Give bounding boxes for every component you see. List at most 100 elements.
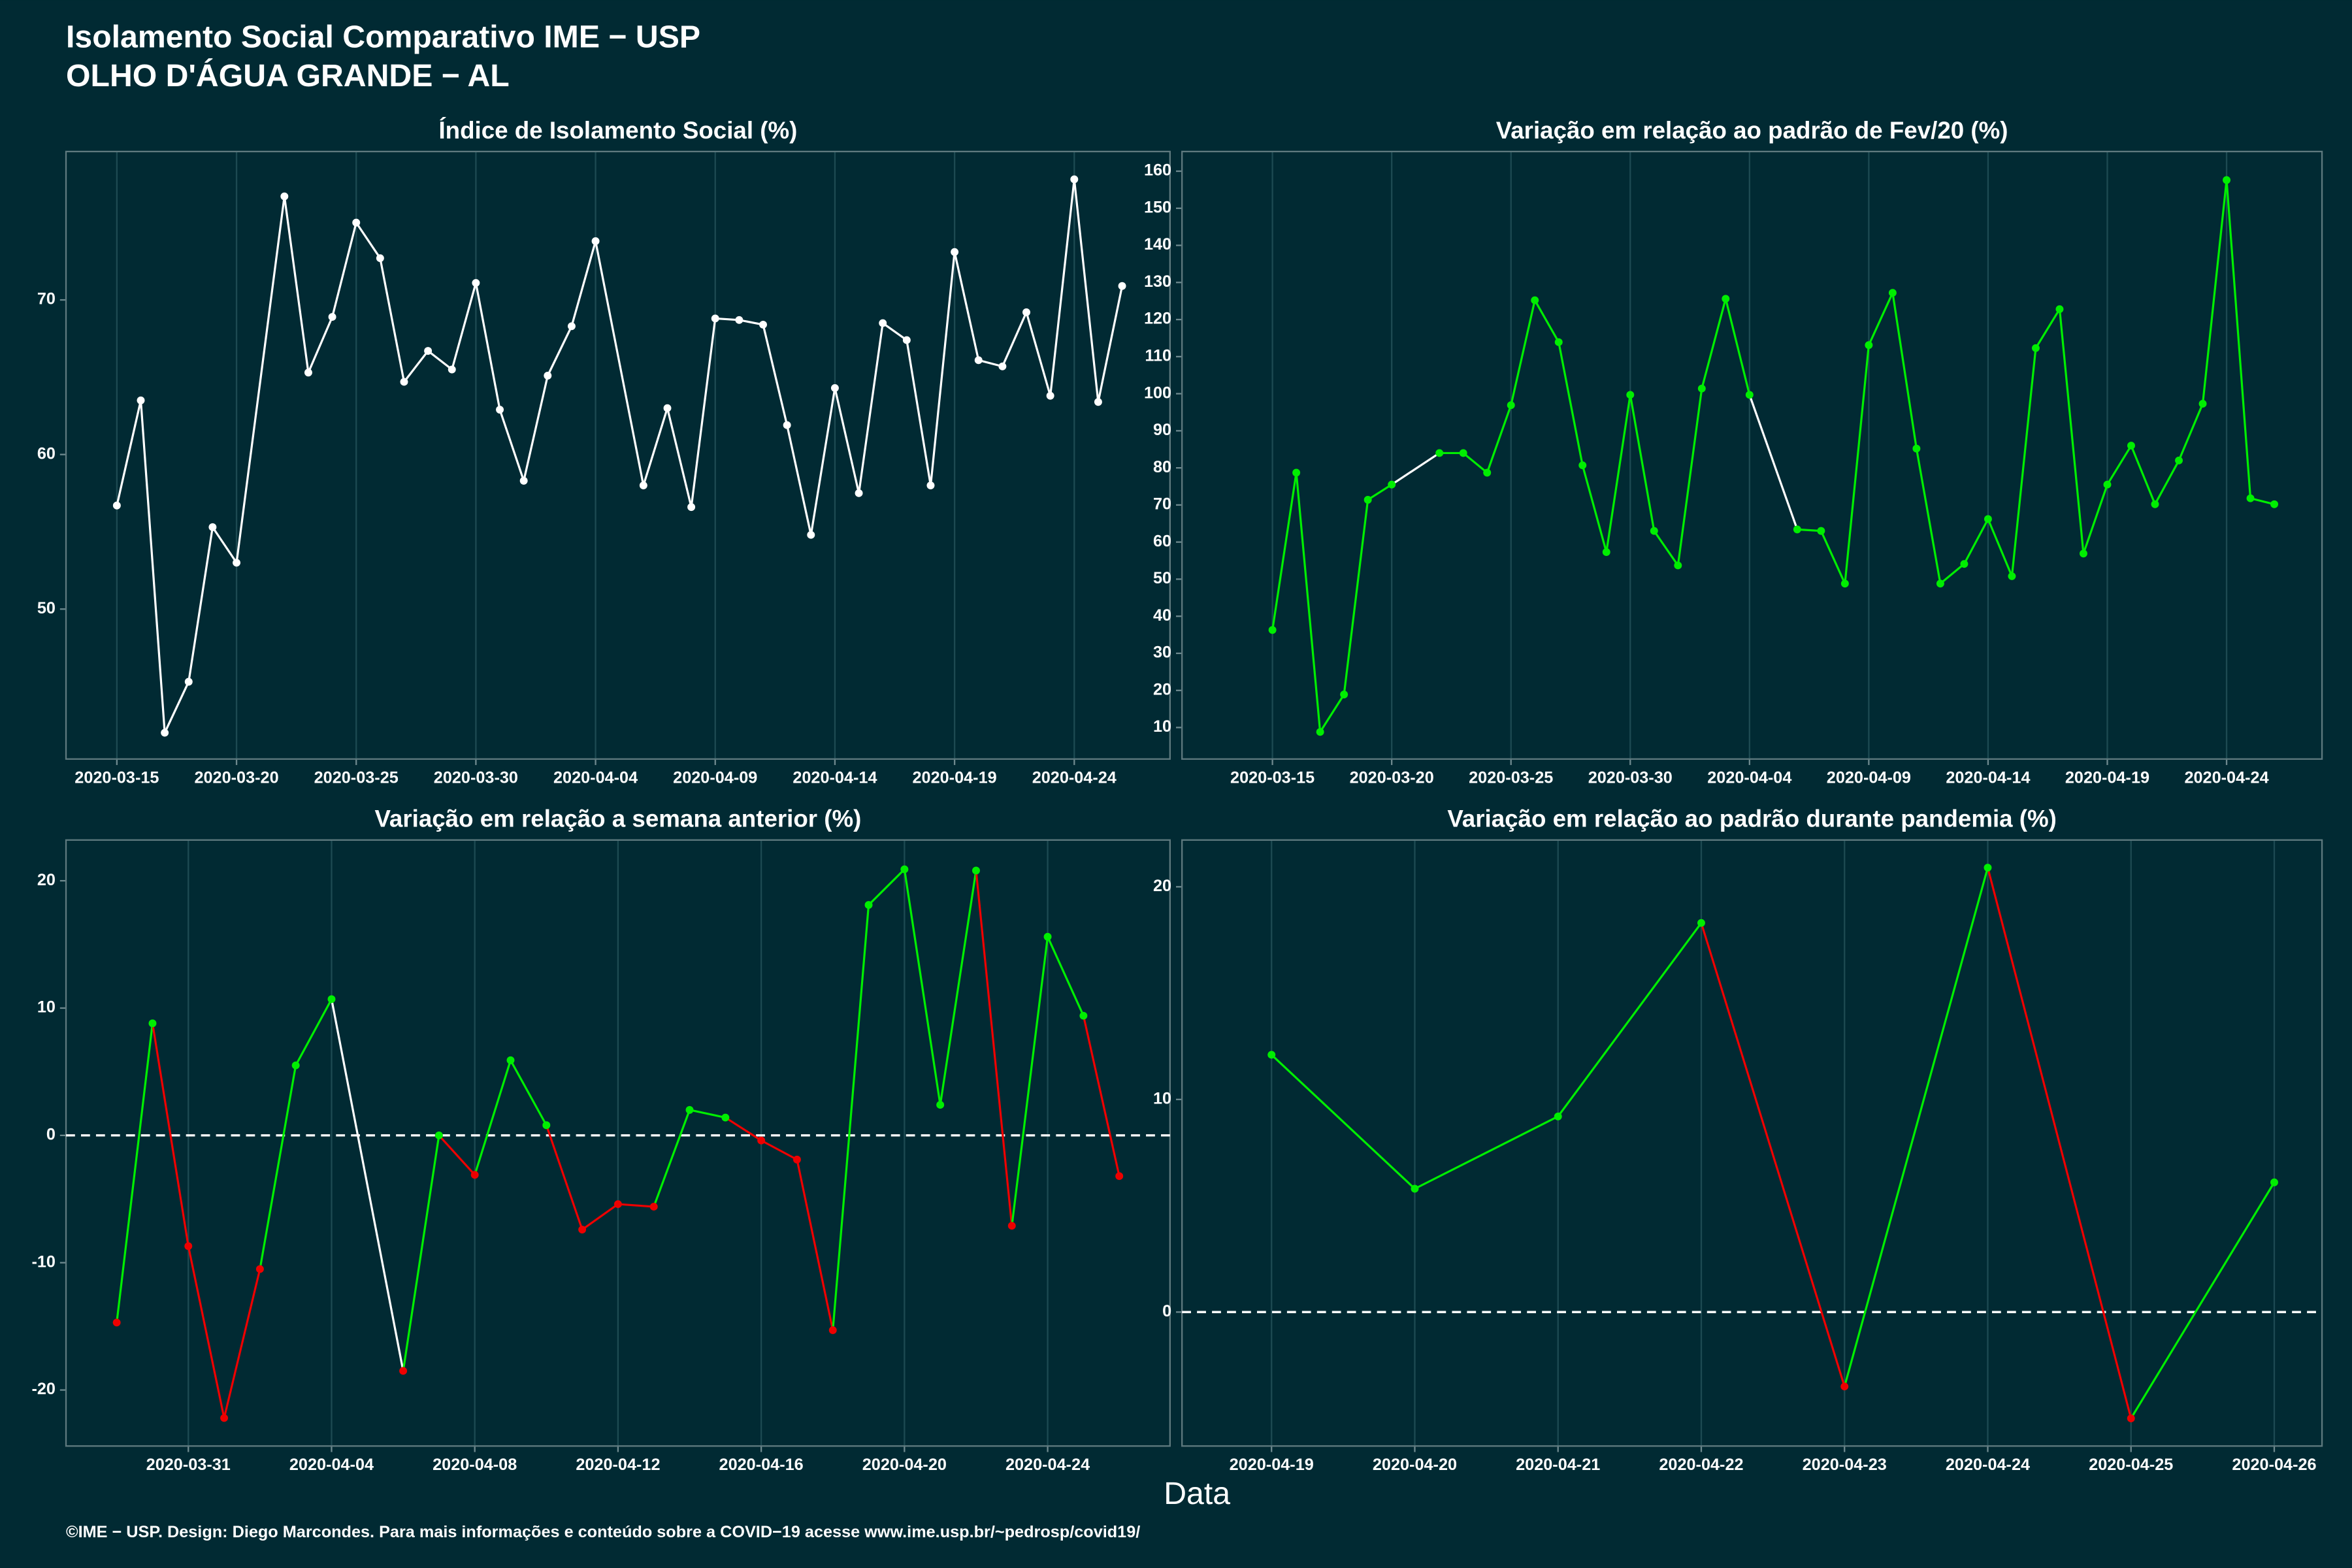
line-segment [1414, 1115, 1559, 1190]
y-tick-label: 150 [1144, 198, 1171, 216]
line-segment [906, 340, 932, 486]
line-segment [594, 240, 645, 486]
line-segment [1676, 388, 1703, 566]
line-segment [188, 527, 214, 682]
data-point [649, 1202, 658, 1211]
data-point [721, 1113, 730, 1122]
line-segment [642, 408, 669, 486]
x-tick-label: 2020-04-24 [2184, 768, 2268, 787]
line-segment [570, 240, 597, 327]
line-segment [1486, 404, 1512, 474]
line-segment [523, 375, 549, 482]
data-point [1840, 580, 1849, 588]
line-segment [116, 400, 142, 506]
line-segment [978, 359, 1003, 368]
data-point [711, 314, 719, 323]
data-point [148, 1019, 157, 1028]
line-segment [546, 325, 573, 376]
line-segment [331, 222, 357, 318]
line-segment [1557, 922, 1703, 1117]
panel-title: Variação em relação a semana anterior (%… [374, 806, 861, 832]
data-point [519, 476, 528, 485]
data-point [1531, 296, 1539, 304]
x-tick-label: 2020-03-30 [434, 768, 518, 787]
x-tick-label: 2020-04-19 [913, 768, 997, 787]
x-tick-label: 2020-04-04 [1707, 768, 1791, 787]
data-point [255, 1265, 264, 1273]
line-segment [1001, 312, 1028, 367]
data-point [567, 322, 576, 331]
data-point [399, 1367, 408, 1375]
line-segment [1701, 298, 1727, 389]
line-segment [1939, 563, 1965, 585]
x-tick-label: 2020-04-16 [719, 1456, 804, 1474]
line-segment [760, 1139, 798, 1161]
y-tick-label: 70 [1153, 495, 1171, 514]
data-point [1554, 338, 1563, 346]
line-segment [2130, 445, 2156, 505]
line-segment [1082, 1015, 1120, 1177]
data-point [1984, 864, 1992, 872]
x-tick-label: 2020-04-26 [2232, 1456, 2316, 1474]
y-tick-label: 140 [1144, 235, 1171, 253]
y-tick-label: 30 [1153, 644, 1171, 662]
y-tick-label: 40 [1153, 606, 1171, 625]
line-segment [834, 387, 860, 494]
data-point [1364, 496, 1372, 504]
x-tick-label: 2020-04-04 [289, 1456, 374, 1474]
line-segment [403, 350, 429, 383]
line-segment [1391, 452, 1441, 486]
line-segment [438, 1134, 476, 1176]
line-segment [379, 257, 406, 382]
data-point [663, 404, 672, 412]
x-tick-label: 2020-03-30 [1588, 768, 1673, 787]
line-segment [868, 868, 906, 906]
x-tick-label: 2020-04-21 [1516, 1456, 1600, 1474]
data-point [735, 316, 743, 324]
data-point [1115, 1172, 1124, 1181]
data-point [1936, 580, 1944, 588]
line-segment [2106, 445, 2132, 485]
data-point [2103, 480, 2112, 489]
main-subtitle: OLHO D'ÁGUA GRANDE − AL [66, 58, 510, 93]
line-segment [1915, 448, 1942, 584]
data-point [1094, 398, 1102, 406]
data-point [1267, 1051, 1276, 1059]
data-point [424, 347, 433, 355]
data-point [1292, 468, 1301, 477]
data-point [1316, 728, 1324, 736]
data-point [1674, 561, 1682, 570]
footer: ©IME − USP. Design: Diego Marcondes. Par… [66, 1523, 1140, 1541]
data-point [2175, 456, 2183, 465]
data-point [1007, 1222, 1016, 1230]
data-point [1697, 384, 1706, 393]
line-segment [796, 1159, 834, 1331]
line-segment [1073, 179, 1100, 402]
x-tick-label: 2020-03-15 [74, 768, 159, 787]
y-tick-label: 160 [1144, 161, 1171, 180]
line-segment [832, 904, 870, 1331]
data-point [998, 362, 1007, 370]
main-title: Isolamento Social Comparativo IME − USP [66, 19, 700, 54]
line-segment [786, 425, 812, 536]
y-tick-label: 70 [37, 290, 56, 308]
data-point [1650, 527, 1658, 535]
data-point [506, 1056, 515, 1064]
data-point [1388, 480, 1396, 489]
line-segment [510, 1060, 547, 1126]
data-point [1022, 308, 1030, 316]
line-segment [689, 1109, 726, 1119]
line-segment [498, 409, 525, 482]
x-tick-label: 2020-04-19 [2065, 768, 2149, 787]
y-tick-label: 60 [1153, 532, 1171, 550]
data-point [496, 406, 504, 414]
y-tick-label: 50 [37, 599, 56, 617]
data-point [1626, 391, 1635, 399]
data-point [2080, 549, 2087, 558]
data-point [137, 396, 145, 404]
data-point [685, 1105, 694, 1114]
line-segment [1533, 299, 1560, 343]
x-tick-label: 2020-04-09 [673, 768, 757, 787]
data-point [327, 995, 336, 1004]
